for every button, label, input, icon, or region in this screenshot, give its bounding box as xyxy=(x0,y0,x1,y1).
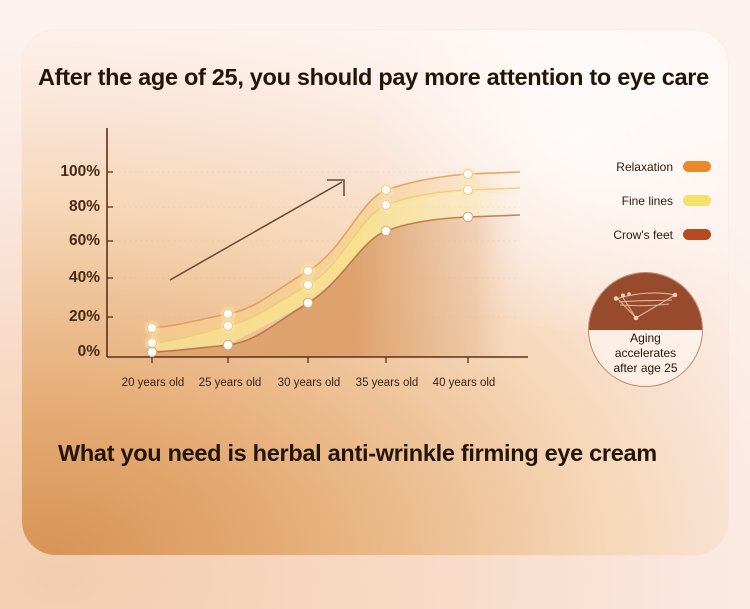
legend-swatch-crows-feet xyxy=(683,229,711,240)
legend-swatch-fine-lines xyxy=(683,195,711,206)
y-axis-tick-80: 80% xyxy=(68,198,100,215)
y-axis-tick-100: 100% xyxy=(60,163,100,180)
chart-legend: Relaxation Fine lines Crow's feet xyxy=(583,158,711,260)
x-axis-tick-20: 20 years old xyxy=(121,377,185,389)
y-axis-tick-0: 0% xyxy=(77,343,100,360)
legend-label-crows-feet: Crow's feet xyxy=(613,227,673,242)
legend-item-fine-lines: Fine lines xyxy=(583,192,711,209)
page-title: After the age of 25, you should pay more… xyxy=(38,64,709,90)
aging-badge: Aging accelerates after age 25 xyxy=(588,272,703,387)
legend-item-crows-feet: Crow's feet xyxy=(583,226,711,243)
badge-text-line3: after age 25 xyxy=(613,361,678,375)
page-subtitle: What you need is herbal anti-wrinkle fir… xyxy=(58,440,657,466)
legend-label-relaxation: Relaxation xyxy=(616,159,673,174)
legend-label-fine-lines: Fine lines xyxy=(621,193,673,208)
badge-text-line2: accelerates xyxy=(614,346,677,360)
x-axis-tick-25: 25 years old xyxy=(198,377,262,389)
x-axis-tick-30: 30 years old xyxy=(277,377,341,389)
y-axis-tick-60: 60% xyxy=(68,232,100,249)
badge-text-line1: Aging xyxy=(630,331,661,345)
y-axis-tick-40: 40% xyxy=(68,269,100,286)
y-axis-tick-20: 20% xyxy=(68,308,100,325)
legend-swatch-relaxation xyxy=(683,161,711,172)
badge-text: Aging accelerates after age 25 xyxy=(589,331,702,376)
x-axis-tick-40: 40 years old xyxy=(432,377,496,389)
crows-feet-icon xyxy=(589,273,702,330)
legend-item-relaxation: Relaxation xyxy=(583,158,711,175)
x-axis-tick-35: 35 years old xyxy=(355,377,419,389)
